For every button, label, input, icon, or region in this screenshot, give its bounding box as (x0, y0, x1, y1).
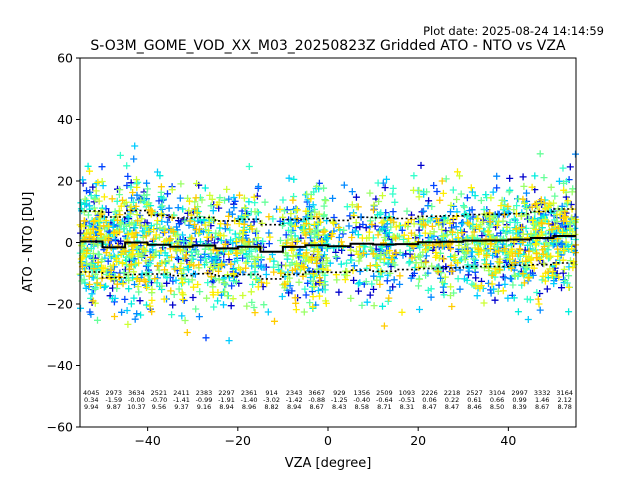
bin-annotation-counts: 2411 (173, 389, 190, 397)
bin-annotation-counts: 1356 (354, 389, 371, 397)
bin-annotation-stds: 8.46 (467, 403, 481, 411)
bin-annotation-counts: 2218 (444, 389, 461, 397)
bin-annotation-means: 0.61 (467, 396, 481, 404)
bin-annotation-counts: 2509 (376, 389, 393, 397)
bin-annotation-counts: 3667 (308, 389, 325, 397)
bin-annotation-stds: 9.37 (174, 403, 188, 411)
bin-annotation-counts: 3164 (556, 389, 573, 397)
bin-annotation-means: -0.51 (398, 396, 415, 404)
bin-annotation-counts: 2226 (421, 389, 438, 397)
bin-annotation-means: -0.64 (376, 396, 393, 404)
y-tick-label: −60 (47, 420, 73, 435)
bin-annotation-means: 0.34 (84, 396, 98, 404)
y-tick-label: 40 (57, 112, 73, 127)
bin-annotation-stds: 10.37 (127, 403, 146, 411)
bin-annotation-stds: 9.94 (84, 403, 98, 411)
bin-annotation-counts: 3332 (534, 389, 551, 397)
bin-annotation-means: -0.70 (150, 396, 167, 404)
bin-annotation-counts: 914 (265, 389, 277, 397)
bin-annotation-counts: 2521 (151, 389, 168, 397)
y-tick-label: 60 (57, 51, 73, 66)
bin-annotation-stds: 8.50 (490, 403, 504, 411)
bin-annotation-stds: 8.31 (400, 403, 414, 411)
bin-annotation-means: 0.06 (422, 396, 436, 404)
lower-std-line (80, 262, 576, 280)
bin-annotation-means: -0.40 (353, 396, 370, 404)
scatter-marker-group (78, 177, 580, 336)
x-tick-label: 20 (410, 433, 426, 448)
y-axis-label: ATO - NTO [DU] (21, 192, 36, 293)
bin-annotation-counts: 2973 (106, 389, 123, 397)
bin-annotation-stds: 8.94 (287, 403, 301, 411)
bin-annotation-stds: 8.96 (242, 403, 256, 411)
bin-annotation-means: -3.02 (263, 396, 280, 404)
x-tick-label: 40 (500, 433, 516, 448)
bin-annotation-stds: 8.43 (332, 403, 346, 411)
bin-annotation-means: 0.22 (445, 396, 459, 404)
bin-annotation-stds: 9.87 (107, 403, 121, 411)
bin-annotation-counts: 2997 (511, 389, 528, 397)
scatter-points (76, 142, 580, 345)
bin-annotation-means: 2.12 (557, 396, 571, 404)
bin-annotation-counts: 2297 (218, 389, 235, 397)
bin-annotation-means: -1.42 (286, 396, 303, 404)
scatter-marker-group (76, 167, 580, 316)
bin-annotation-counts: 2383 (196, 389, 213, 397)
x-tick-label: −20 (225, 433, 251, 448)
bin-annotation-means: -1.25 (331, 396, 348, 404)
bin-annotation-means: 1.46 (535, 396, 549, 404)
mean-line (80, 235, 576, 253)
bin-annotation-means: -1.59 (105, 396, 122, 404)
x-tick-label: −40 (134, 433, 160, 448)
y-tick-label: −40 (47, 358, 73, 373)
bin-annotation-counts: 4045 (83, 389, 100, 397)
bin-annotation-stds: 8.47 (445, 403, 459, 411)
bin-annotation-stds: 8.47 (422, 403, 436, 411)
bin-annotation-stds: 8.67 (535, 403, 549, 411)
bin-annotation-means: 0.99 (512, 396, 526, 404)
axis-ticks: −40 −20 0 20 40 −60 −40 −20 0 20 40 60 (47, 51, 517, 449)
bin-annotation-counts: 2343 (286, 389, 303, 397)
bin-annotation-counts: 3634 (128, 389, 145, 397)
y-tick-label: −20 (47, 297, 73, 312)
plot-date: Plot date: 2025-08-24 14:14:59 (423, 24, 604, 38)
chart-title: S-O3M_GOME_VOD_XX_M03_20250823Z Gridded … (90, 38, 566, 54)
bin-annotation-counts: 2361 (241, 389, 258, 397)
y-tick-label: 20 (57, 174, 73, 189)
bin-annotation-means: -0.00 (128, 396, 145, 404)
bin-annotation-stds: 9.16 (197, 403, 211, 411)
bin-annotation-means: -1.40 (241, 396, 258, 404)
bin-annotation-counts: 3104 (489, 389, 506, 397)
bin-annotation-stds: 8.94 (219, 403, 233, 411)
bin-annotation-counts: 1093 (399, 389, 416, 397)
bin-annotation-stds: 8.39 (512, 403, 526, 411)
bin-annotation-means: -0.88 (308, 396, 325, 404)
y-tick-label: 0 (65, 235, 73, 250)
bin-annotation-means: -1.41 (173, 396, 190, 404)
x-tick-label: 0 (324, 433, 332, 448)
bin-annotation-stds: 8.58 (355, 403, 369, 411)
bin-annotation-means: 0.66 (490, 396, 504, 404)
bin-annotation-counts: 2527 (466, 389, 483, 397)
bin-annotation-stds: 8.82 (264, 403, 278, 411)
bin-annotation-means: -1.91 (218, 396, 235, 404)
bin-annotation-counts: 929 (333, 389, 345, 397)
x-axis-label: VZA [degree] (285, 456, 372, 471)
stat-lines (80, 208, 576, 280)
bin-annotation-stds: 8.67 (309, 403, 323, 411)
bin-annotation-stds: 9.56 (152, 403, 166, 411)
bin-annotation-stds: 8.71 (377, 403, 391, 411)
bin-annotation-stds: 8.78 (557, 403, 571, 411)
bin-annotation-means: -0.99 (196, 396, 213, 404)
